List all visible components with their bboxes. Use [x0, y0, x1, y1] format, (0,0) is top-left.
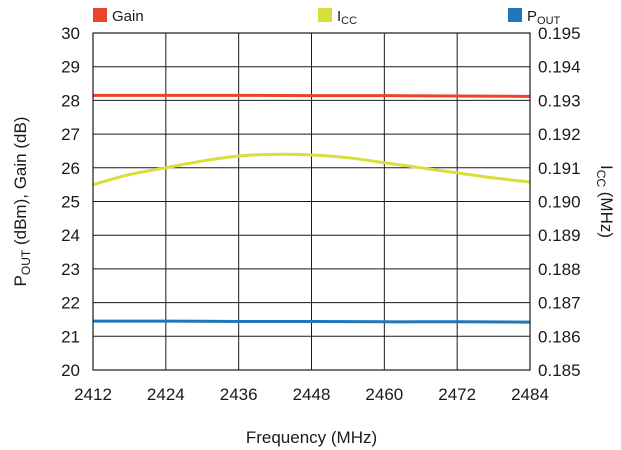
y-left-tick-label: 25	[61, 193, 80, 212]
y-left-axis-label-rest: (dBm), Gain (dB)	[11, 117, 30, 250]
series-line-gain	[93, 93, 531, 98]
series-line-icc	[92, 152, 531, 187]
x-tick-label: 2436	[220, 385, 258, 404]
y-left-axis-label-sub: OUT	[19, 249, 33, 275]
y-left-tick-label: 24	[61, 226, 80, 245]
legend-label-pout: POUT	[527, 8, 561, 27]
legend-label-main: I	[337, 8, 341, 25]
x-tick-label: 2472	[438, 385, 476, 404]
x-tick-labels: 2412 2424 2436 2448 2460 2472 2484	[74, 385, 549, 404]
legend-label-main: Gain	[112, 8, 144, 25]
plot-frame	[92, 32, 531, 371]
y-left-axis-label: POUT (dBm), Gain (dB)	[11, 117, 33, 287]
y-right-tick-label: 0.191	[538, 159, 581, 178]
y-left-tick-label: 29	[61, 58, 80, 77]
legend-label-sub: OUT	[537, 15, 561, 27]
legend-swatch-gain	[93, 8, 107, 22]
legend: Gain ICC POUT	[93, 8, 561, 27]
y-right-axis-label-main: I	[597, 165, 616, 170]
grid	[92, 32, 531, 371]
y-right-tick-label: 0.187	[538, 294, 581, 313]
y-left-axis-label-main: P	[11, 275, 30, 286]
y-right-tick-labels: 0.185 0.186 0.187 0.188 0.189 0.190 0.191 0.192…	[538, 24, 581, 380]
y-right-axis-label: ICC (MHz)	[594, 165, 616, 238]
y-left-tick-labels: 20 21 22 23 24 25 26 27 28 29 30	[61, 24, 80, 380]
legend-label-gain: Gain	[112, 8, 144, 25]
y-left-tick-label: 20	[61, 361, 80, 380]
y-left-tick-label: 30	[61, 24, 80, 43]
y-right-tick-label: 0.192	[538, 125, 581, 144]
y-right-tick-label: 0.194	[538, 58, 581, 77]
y-right-tick-label: 0.185	[538, 361, 581, 380]
y-left-tick-label: 23	[61, 260, 80, 279]
x-axis-label: Frequency (MHz)	[246, 428, 377, 447]
legend-swatch-pout	[508, 8, 522, 22]
legend-label-sub: CC	[341, 15, 357, 27]
y-left-tick-label: 26	[61, 159, 80, 178]
y-left-tick-label: 28	[61, 91, 80, 110]
y-right-tick-label: 0.189	[538, 226, 581, 245]
y-left-tick-label: 27	[61, 125, 80, 144]
y-right-tick-label: 0.188	[538, 260, 581, 279]
x-tick-label: 2484	[511, 385, 549, 404]
series-layer	[92, 93, 531, 324]
y-right-tick-label: 0.186	[538, 327, 581, 346]
y-right-tick-label: 0.190	[538, 193, 581, 212]
y-right-tick-label: 0.195	[538, 24, 581, 43]
legend-label-main: P	[527, 8, 537, 25]
y-right-tick-label: 0.193	[538, 91, 581, 110]
y-left-tick-label: 22	[61, 294, 80, 313]
legend-swatch-icc	[318, 8, 332, 22]
y-right-axis-label-rest: (MHz)	[597, 187, 616, 238]
series-line-pout	[92, 319, 531, 324]
x-tick-label: 2412	[74, 385, 112, 404]
y-left-tick-label: 21	[61, 327, 80, 346]
x-tick-label: 2424	[147, 385, 185, 404]
x-tick-label: 2460	[365, 385, 403, 404]
y-right-axis-label-sub: CC	[594, 170, 608, 188]
legend-label-icc: ICC	[337, 8, 357, 27]
x-tick-label: 2448	[293, 385, 331, 404]
